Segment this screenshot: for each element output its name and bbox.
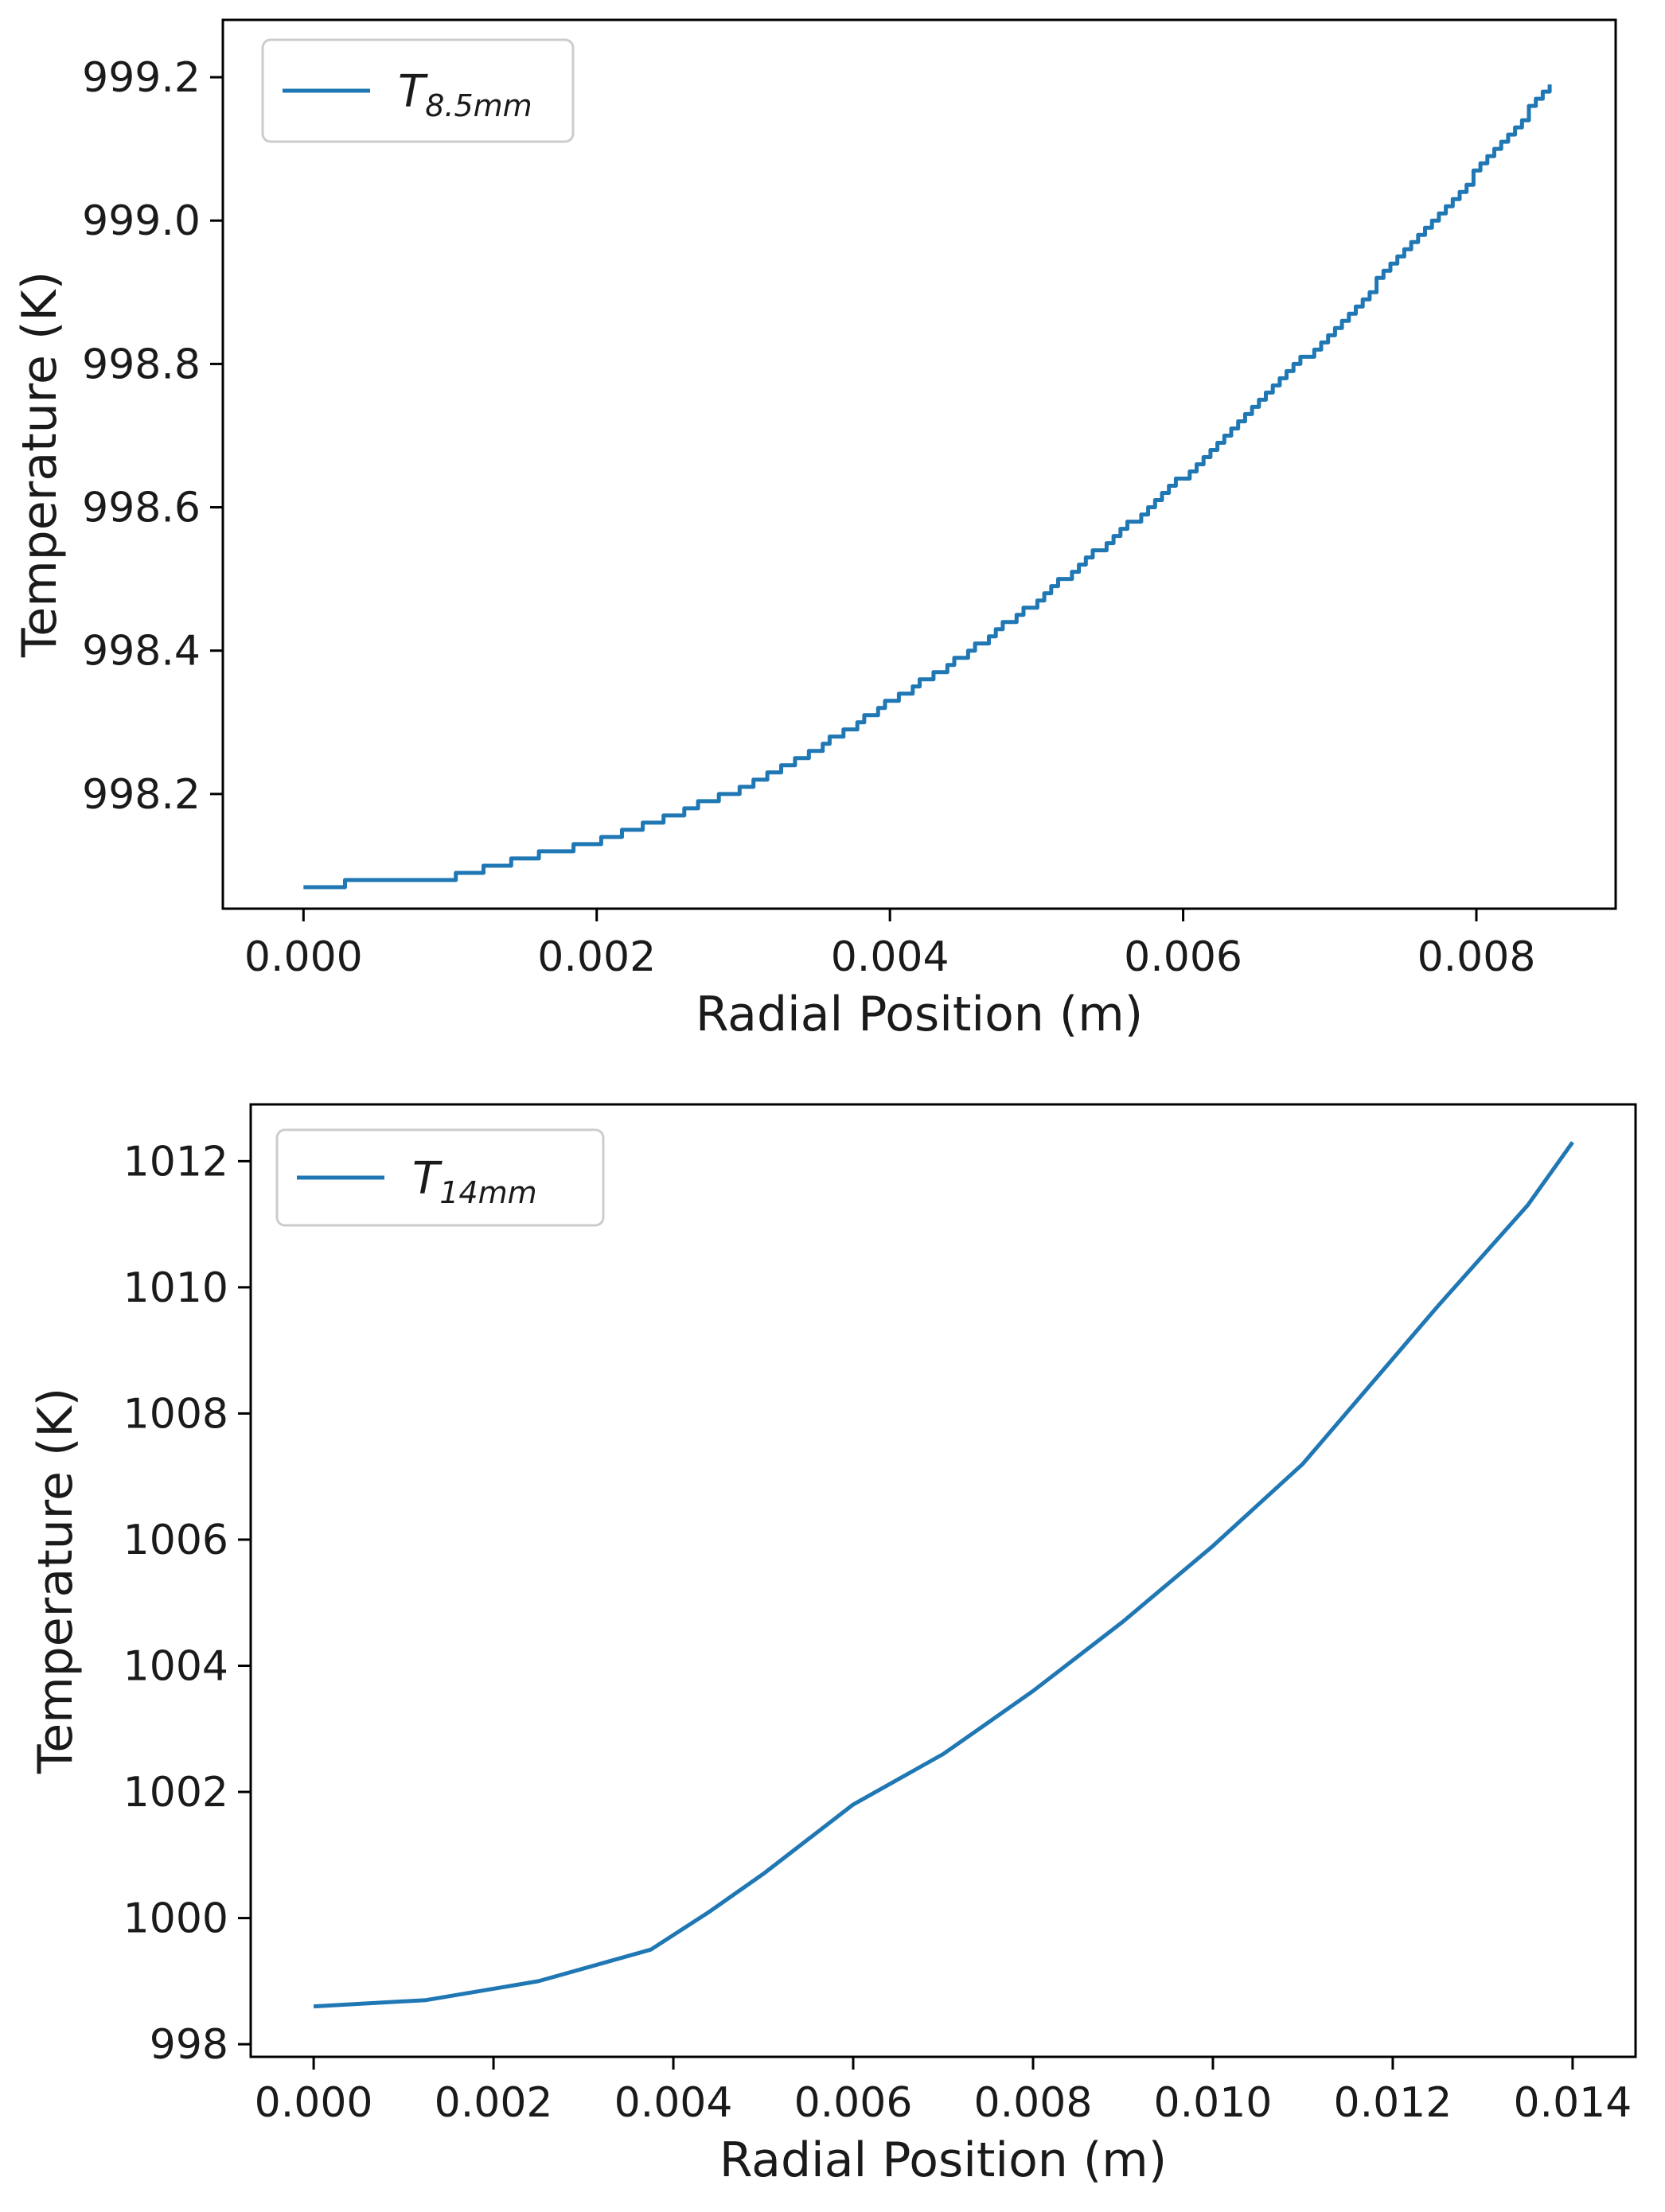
legend-box <box>261 38 575 143</box>
x-tick-label: 0.000 <box>255 2079 373 2127</box>
legend-box <box>275 1128 605 1227</box>
y-axis-label: Temperature (K) <box>28 1388 84 1774</box>
chart-bottom-svg: 0.000 0.002 0.004 0.006 0.008 0.010 0.012 0.014… <box>28 1103 1637 2188</box>
x-tick-label: 0.008 <box>974 2079 1093 2127</box>
x-tick-label: 0.008 <box>1417 933 1536 981</box>
x-tick-label: 0.002 <box>435 2079 553 2127</box>
y-tick-label: 998.2 <box>82 771 201 819</box>
chart-bottom: 0.000 0.002 0.004 0.006 0.008 0.010 0.012 0.014… <box>0 1066 1665 2212</box>
x-tick-label: 0.006 <box>1124 933 1242 981</box>
y-tick-label: 1008 <box>123 1390 228 1438</box>
y-tick-label: 1004 <box>123 1643 228 1691</box>
x-axis-label: Radial Position (m) <box>719 2132 1167 2188</box>
x-tick-label: 0.012 <box>1333 2079 1452 2127</box>
y-tick-label: 998.8 <box>82 341 201 388</box>
y-tick-label: 998.6 <box>82 485 201 532</box>
x-tick-label: 0.014 <box>1513 2079 1632 2127</box>
legend: T14mm <box>275 1128 605 1227</box>
y-tick-label: 1012 <box>123 1138 228 1186</box>
x-tick-label: 0.010 <box>1154 2079 1273 2127</box>
y-tick-label: 999.0 <box>82 197 201 245</box>
chart-top-svg: 0.000 0.002 0.004 0.006 0.008 998.2 998.4 998.6… <box>12 18 1617 1042</box>
y-tick-label: 999.2 <box>82 54 201 102</box>
y-tick-label: 998 <box>150 2021 228 2069</box>
y-tick-label: 1002 <box>123 1769 228 1817</box>
series-line-8.5mm <box>303 84 1552 890</box>
axes-frame <box>249 1103 1637 2058</box>
y-tick-label: 1010 <box>123 1264 228 1312</box>
axes-frame <box>221 18 1617 910</box>
y-axis-label: Temperature (K) <box>12 271 68 658</box>
x-tick-label: 0.002 <box>537 933 656 981</box>
chart-top: 0.000 0.002 0.004 0.006 0.008 998.2 998.4 998.6… <box>0 0 1665 1066</box>
legend: T8.5mm <box>261 38 575 143</box>
x-tick-label: 0.000 <box>244 933 363 981</box>
legend-label: T14mm <box>412 1153 537 1210</box>
series-line-14mm <box>313 1141 1574 2009</box>
x-tick-label: 0.006 <box>794 2079 913 2127</box>
y-tick-label: 998.4 <box>82 628 201 676</box>
y-tick-label: 1006 <box>123 1517 228 1564</box>
x-axis-label: Radial Position (m) <box>696 987 1143 1042</box>
legend-label: T8.5mm <box>398 66 532 123</box>
x-tick-label: 0.004 <box>831 933 949 981</box>
x-tick-label: 0.004 <box>614 2079 733 2127</box>
y-tick-label: 1000 <box>123 1895 228 1943</box>
